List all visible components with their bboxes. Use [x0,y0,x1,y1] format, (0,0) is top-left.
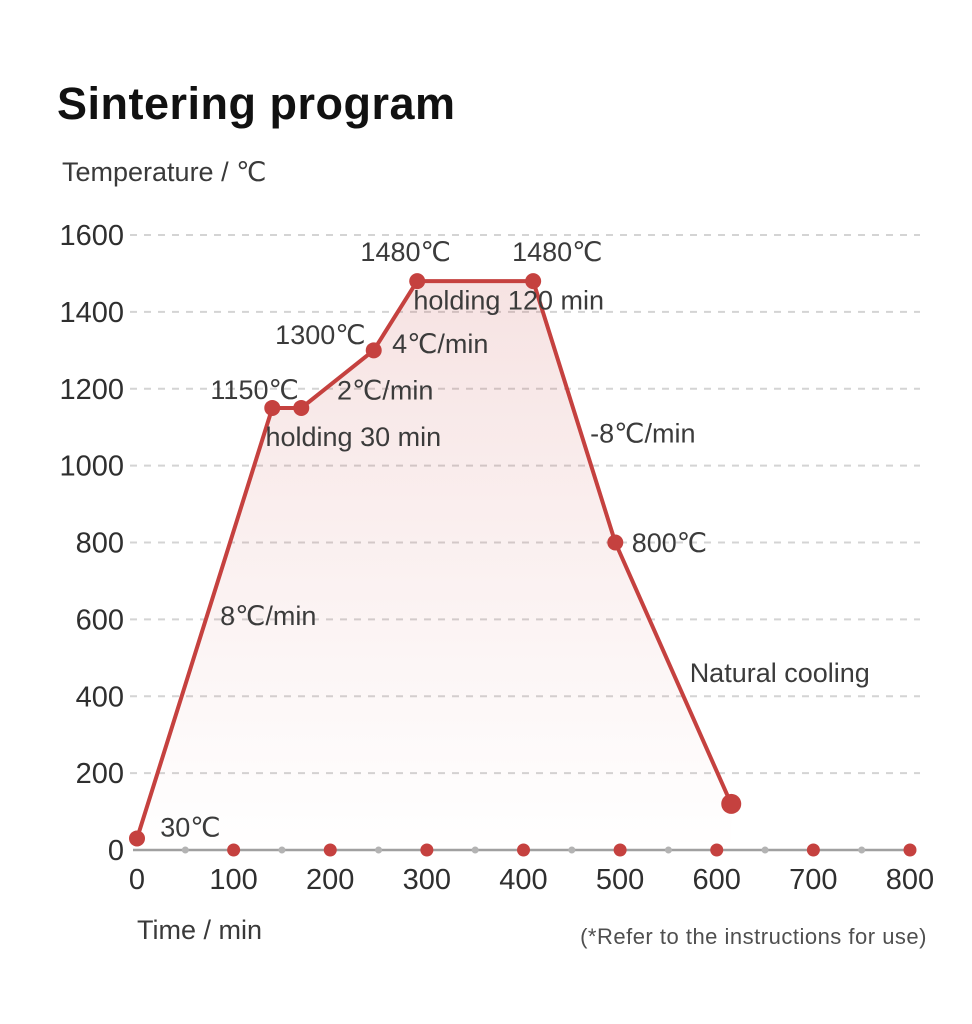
y-tick-label-1400: 1400 [59,297,124,329]
x-tick-label-500: 500 [596,864,644,896]
x-minor-tick-dot-250 [375,846,383,854]
x-major-tick-dot-100 [227,843,241,857]
curve-point-5 [525,273,542,290]
y-tick-label-400: 400 [76,681,124,713]
x-tick-label-0: 0 [129,864,145,896]
x-tick-label-700: 700 [789,864,837,896]
curve-point-4 [409,273,426,290]
y-tick-label-800: 800 [76,528,124,560]
y-tick-label-0: 0 [108,835,124,867]
x-major-tick-dot-600 [710,843,724,857]
curve-point-3 [365,342,382,359]
y-tick-label-200: 200 [76,758,124,790]
x-tick-label-400: 400 [499,864,547,896]
x-major-tick-dot-200 [323,843,337,857]
x-tick-label-600: 600 [693,864,741,896]
curve-point-7 [721,793,742,814]
x-minor-tick-dot-650 [761,846,769,854]
x-tick-label-300: 300 [403,864,451,896]
y-tick-label-600: 600 [76,604,124,636]
x-major-tick-dot-300 [420,843,434,857]
x-minor-tick-dot-150 [278,846,286,854]
annotation-temp-1480-a: 1480℃ [360,237,450,267]
annotation-ramp-2c: 2℃/min [337,376,433,406]
x-tick-label-200: 200 [306,864,354,896]
y-tick-label-1600: 1600 [59,220,124,252]
curve-point-1 [264,399,281,416]
annotation-ramp-8c: 8℃/min [220,601,316,631]
x-major-tick-dot-700 [806,843,820,857]
x-minor-tick-dot-450 [568,846,576,854]
annotation-natural-cooling: Natural cooling [690,658,870,688]
curve-point-0 [129,830,145,847]
annotation-holding-120: holding 120 min [413,286,604,316]
x-minor-tick-dot-50 [181,846,189,854]
annotation-temp-1480-b: 1480℃ [512,237,602,267]
page-title: Sintering program [57,78,456,129]
annotation-ramp-4c: 4℃/min [392,329,488,359]
curve-point-6 [607,534,624,551]
x-major-tick-dot-800 [903,843,917,857]
x-minor-tick-dot-550 [664,846,672,854]
y-axis-label: Temperature / ℃ [62,157,267,187]
annotation-temp-1300: 1300℃ [275,320,365,350]
annotation-start-temp: 30℃ [160,813,220,843]
y-tick-label-1200: 1200 [59,374,124,406]
annotation-temp-800: 800℃ [632,528,707,558]
x-tick-label-800: 800 [886,864,934,896]
annotation-holding-30: holding 30 min [266,422,442,452]
annotation-ramp-minus8c: -8℃/min [590,419,695,449]
annotation-temp-1150: 1150℃ [210,375,298,405]
footnote: (*Refer to the instructions for use) [580,924,927,949]
x-major-tick-dot-500 [613,843,627,857]
profile-area-fill [137,281,732,851]
x-minor-tick-dot-350 [471,846,479,854]
x-tick-label-100: 100 [209,864,257,896]
x-axis-label: Time / min [137,915,263,945]
x-minor-tick-dot-750 [858,846,866,854]
curve-point-2 [293,399,310,416]
y-tick-label-1000: 1000 [59,451,124,483]
x-major-tick-dot-400 [517,843,530,857]
